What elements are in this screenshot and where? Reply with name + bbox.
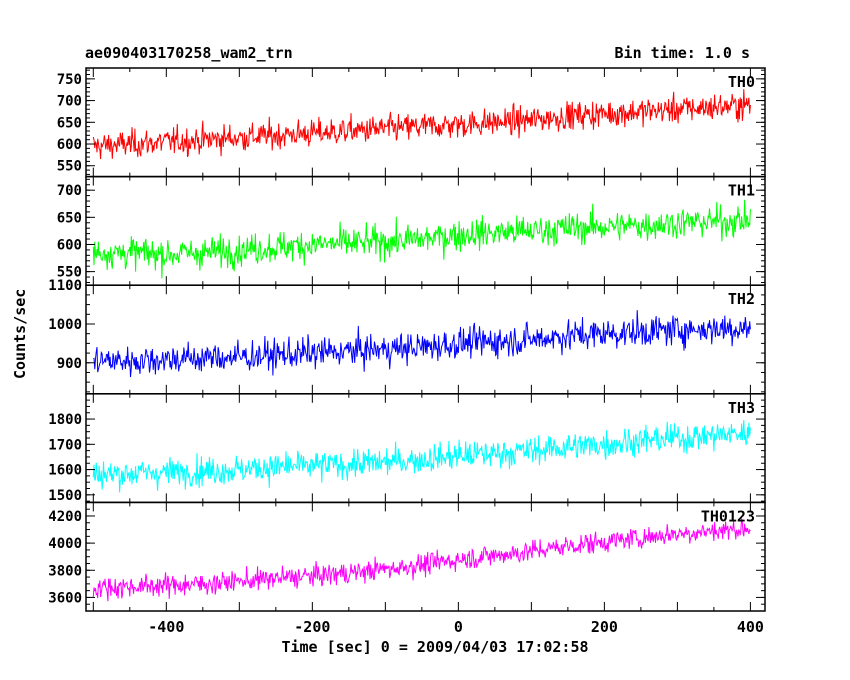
series-th0123-line — [92, 518, 751, 602]
series-label-th3: TH3 — [728, 399, 755, 417]
ytick-label-th1: 550 — [57, 265, 82, 281]
ytick-label-th2: 1100 — [48, 278, 82, 294]
series-label-th2: TH2 — [728, 290, 755, 308]
panel-th3-frame — [85, 393, 766, 504]
ytick-label-th0: 550 — [57, 159, 82, 175]
plot-title-left: ae090403170258_wam2_trn — [85, 44, 293, 62]
xtick-label: -200 — [294, 618, 330, 636]
ytick-label-th1: 650 — [57, 210, 82, 226]
ytick-label-th1: 700 — [57, 183, 82, 199]
ytick-label-th0: 700 — [57, 94, 82, 110]
series-label-th0123: TH0123 — [701, 507, 755, 525]
ytick-label-th3: 1500 — [48, 488, 82, 504]
ytick-label-th0123: 3600 — [48, 590, 82, 606]
ytick-label-th3: 1600 — [48, 463, 82, 479]
series-label-th0: TH0 — [728, 73, 755, 91]
ytick-label-th3: 1700 — [48, 437, 82, 453]
series-th3-line — [92, 420, 751, 493]
ytick-label-th3: 1800 — [48, 412, 82, 428]
y-axis-label: Counts/sec — [11, 288, 29, 379]
ytick-label-th0: 750 — [57, 72, 82, 88]
panel-th2-frame — [85, 284, 766, 395]
ytick-label-th0123: 4200 — [48, 509, 82, 525]
series-label-th1: TH1 — [728, 182, 755, 200]
ytick-label-th2: 1000 — [48, 317, 82, 333]
xtick-label: 200 — [591, 618, 618, 636]
x-axis-label: Time [sec] 0 = 2009/04/03 17:02:58 — [281, 638, 589, 656]
ytick-label-th0: 650 — [57, 115, 82, 131]
xtick-label: -400 — [148, 618, 184, 636]
plot-title-right: Bin time: 1.0 s — [614, 44, 750, 62]
ytick-label-th1: 600 — [57, 237, 82, 253]
ytick-label-th0123: 4000 — [48, 536, 82, 552]
ytick-label-th0123: 3800 — [48, 563, 82, 579]
ytick-label-th2: 900 — [57, 356, 82, 372]
series-th1-line — [92, 199, 751, 279]
xtick-label: 400 — [737, 618, 764, 636]
series-th0-line — [92, 89, 751, 160]
xtick-label: 0 — [454, 618, 463, 636]
panel-th0123-frame — [85, 501, 766, 612]
ytick-label-th0: 600 — [57, 137, 82, 153]
series-th2-line — [93, 310, 751, 378]
